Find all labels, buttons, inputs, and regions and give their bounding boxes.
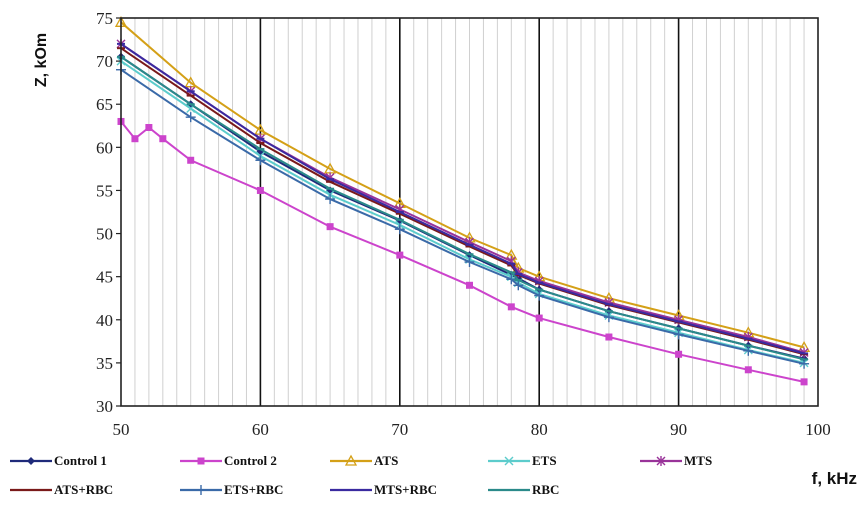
series-line — [120, 60, 805, 364]
data-point — [603, 312, 614, 323]
data-point — [656, 456, 666, 466]
x-tick-label: 90 — [670, 420, 687, 439]
data-point — [197, 457, 205, 465]
y-tick-label: 40 — [96, 311, 113, 330]
legend-item: ATS+RBC — [10, 482, 113, 497]
data-point — [534, 290, 545, 301]
data-point — [187, 156, 195, 164]
y-axis-title: Z, kOm — [33, 33, 50, 87]
series-mts — [116, 38, 809, 358]
data-point — [675, 350, 683, 358]
series-line — [120, 43, 805, 354]
series-line — [120, 55, 805, 361]
data-point — [743, 345, 754, 356]
data-point — [504, 456, 514, 466]
data-point — [185, 112, 196, 123]
y-tick-label: 30 — [96, 397, 113, 416]
legend-item: ATS — [330, 453, 398, 468]
series-line — [120, 47, 805, 356]
data-point — [131, 135, 139, 143]
legend-label: ETS — [532, 453, 557, 468]
data-point — [256, 186, 264, 194]
legend-item: ETS+RBC — [180, 482, 283, 497]
axes: 30 35 40 45 50 55 60 65 70 75 50 60 70 80 90 100 — [96, 9, 831, 439]
legend-item: ETS — [488, 453, 557, 468]
y-tick-label: 70 — [96, 52, 113, 71]
legend-item: MTS+RBC — [330, 482, 437, 497]
plot-frame — [120, 17, 819, 407]
x-tick-label: 50 — [113, 420, 130, 439]
data-point — [145, 124, 153, 132]
data-point — [535, 314, 543, 322]
series-ats-rbc — [117, 47, 809, 356]
data-point — [344, 454, 358, 466]
legend-label: Control 1 — [54, 453, 107, 468]
legend-item: MTS — [640, 453, 712, 468]
data-point — [325, 194, 336, 205]
data-point — [464, 257, 475, 268]
x-tick-label: 60 — [252, 420, 269, 439]
y-tick-label: 35 — [96, 354, 113, 373]
data-point — [744, 366, 752, 374]
legend-item: Control 2 — [180, 453, 277, 468]
data-point — [605, 333, 613, 341]
legend-label: Control 2 — [224, 453, 277, 468]
data-point — [27, 457, 35, 465]
series-line — [120, 43, 805, 355]
y-tick-label: 45 — [96, 268, 113, 287]
y-tick-label: 50 — [96, 225, 113, 244]
y-tick-label: 65 — [96, 95, 113, 114]
legend: Control 1 Control 2 ATS ETS MTS ATS+RBC ETS+RB… — [10, 453, 712, 497]
data-point — [800, 378, 808, 386]
x-tick-label: 70 — [391, 420, 408, 439]
grid — [134, 18, 805, 406]
data-point — [673, 329, 684, 340]
data-point — [255, 155, 266, 166]
series-line — [120, 55, 805, 360]
data-point — [396, 251, 404, 259]
series-line — [120, 21, 805, 349]
legend-label: MTS — [684, 453, 712, 468]
series-rbc — [117, 55, 809, 361]
y-tick-label: 55 — [96, 181, 113, 200]
data-point — [466, 281, 473, 289]
legend-item: RBC — [488, 482, 559, 497]
x-tick-label: 80 — [531, 420, 548, 439]
y-tick-label: 60 — [96, 138, 113, 157]
data-point — [159, 135, 167, 143]
data-point — [394, 224, 405, 235]
series-mts-rbc — [117, 42, 809, 355]
legend-label: RBC — [532, 482, 559, 497]
data-point — [326, 223, 334, 231]
marker-stroke — [504, 456, 514, 466]
legend-label: MTS+RBC — [374, 482, 437, 497]
series-ats — [114, 15, 811, 353]
y-tick-label: 75 — [96, 9, 113, 28]
legend-label: ATS+RBC — [54, 482, 113, 497]
data-point — [196, 485, 206, 495]
legend-label: ATS — [374, 453, 398, 468]
series-control-1 — [117, 52, 809, 363]
legend-label: ETS+RBC — [224, 482, 283, 497]
x-tick-label: 100 — [805, 420, 831, 439]
x-axis-title: f, kHz — [812, 469, 857, 488]
data-point — [513, 280, 524, 291]
data-point — [507, 303, 515, 311]
plot-series — [114, 15, 811, 386]
legend-item: Control 1 — [10, 453, 107, 468]
